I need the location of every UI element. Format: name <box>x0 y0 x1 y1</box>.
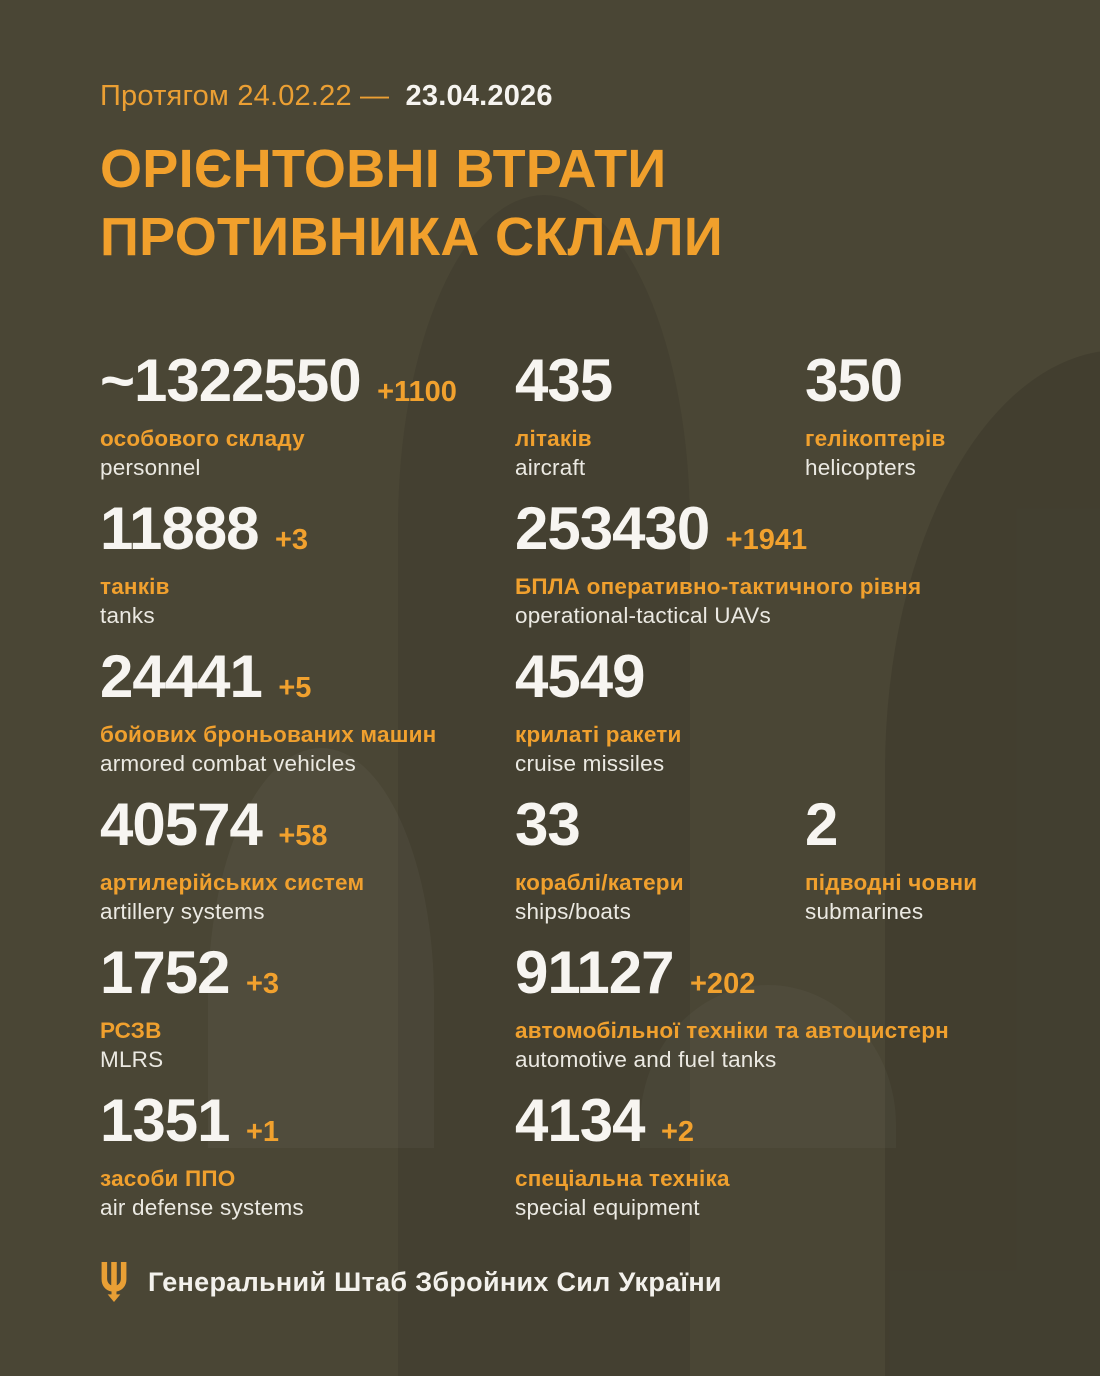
stat-value: ~1322550 <box>100 347 362 414</box>
stat-value: 4134 <box>515 1087 645 1154</box>
footer-title: Генеральний Штаб Збройних Сил України <box>148 1266 722 1297</box>
stat-value: 1351 <box>100 1087 230 1154</box>
stat-label-en: helicopters <box>805 455 917 480</box>
stat-personnel: ~1322550 +1100 особового складу personne… <box>100 351 515 483</box>
stat-label-ua: особового складу <box>100 426 305 451</box>
stat-value: 435 <box>515 347 613 414</box>
stat-uavs: 253430 +1941 БПЛА оперативно-тактичного … <box>515 499 1070 631</box>
stat-delta: +2 <box>660 1116 695 1148</box>
stat-label-ua: БПЛА оперативно-тактичного рівня <box>515 574 922 599</box>
stat-mlrs: 1752 +3 РСЗВ MLRS <box>100 943 515 1075</box>
stat-special-equipment: 4134 +2 спеціальна техніка special equip… <box>515 1091 1070 1223</box>
stat-delta: +3 <box>245 968 280 1000</box>
trident-icon <box>100 1262 128 1302</box>
stat-cruise-missiles: 4549 крилаті ракети cruise missiles <box>515 647 1070 779</box>
period-prefix-label: Протягом 24.02.22 — <box>100 80 390 112</box>
stat-label-ua: літаків <box>515 426 592 451</box>
stat-label-ua: автомобільної техніки та автоцистерн <box>515 1018 949 1043</box>
stat-tanks: 11888 +3 танків tanks <box>100 499 515 631</box>
stat-value: 33 <box>515 791 581 858</box>
stat-value: 253430 <box>515 495 710 562</box>
stat-label-en: operational-tactical UAVs <box>515 603 771 628</box>
page-title: ОРІЄНТОВНІ ВТРАТИ ПРОТИВНИКА СКЛАЛИ <box>100 135 1060 271</box>
stat-ships-boats: 33 кораблі/катери ships/boats <box>515 795 805 927</box>
stat-value: 40574 <box>100 791 263 858</box>
stat-delta: +202 <box>690 968 756 1000</box>
stat-label-en: cruise missiles <box>515 751 665 776</box>
stat-armored-vehicles: 24441 +5 бойових броньованих машин armor… <box>100 647 515 779</box>
stat-value: 24441 <box>100 643 263 710</box>
stat-value: 11888 <box>100 495 260 562</box>
stat-label-ua: крилаті ракети <box>515 722 682 747</box>
stat-value: 350 <box>805 347 903 414</box>
stat-value: 91127 <box>515 939 675 1006</box>
stat-label-en: air defense systems <box>100 1195 304 1220</box>
stat-automotive-fuel-tanks: 91127 +202 автомобільної техніки та авто… <box>515 943 1070 1075</box>
stat-delta: +1100 <box>377 376 457 408</box>
stat-label-en: special equipment <box>515 1195 700 1220</box>
stat-value: 1752 <box>100 939 230 1006</box>
stats-grid: ~1322550 +1100 особового складу personne… <box>0 351 1100 1239</box>
stat-label-ua: кораблі/катери <box>515 870 684 895</box>
stat-label-en: personnel <box>100 455 201 480</box>
stat-delta: +58 <box>278 820 328 852</box>
stat-value: 2 <box>805 791 838 858</box>
stat-label-en: automotive and fuel tanks <box>515 1047 777 1072</box>
footer: Генеральний Штаб Збройних Сил України <box>100 1262 722 1302</box>
stat-helicopters: 350 гелікоптерів helicopters <box>805 351 1070 483</box>
stat-label-ua: танків <box>100 574 170 599</box>
stat-label-en: armored combat vehicles <box>100 751 356 776</box>
stat-label-ua: засоби ППО <box>100 1166 236 1191</box>
stat-air-defense: 1351 +1 засоби ППО air defense systems <box>100 1091 515 1223</box>
stat-label-en: submarines <box>805 899 924 924</box>
stat-aircraft: 435 літаків aircraft <box>515 351 805 483</box>
stat-label-ua: гелікоптерів <box>805 426 946 451</box>
stat-delta: +1941 <box>725 524 808 556</box>
header: Протягом 24.02.22 — 23.04.2026 ОРІЄНТОВН… <box>0 0 1100 271</box>
title-line-1: ОРІЄНТОВНІ ВТРАТИ <box>100 139 667 199</box>
stat-delta: +1 <box>245 1116 280 1148</box>
stat-label-ua: РСЗВ <box>100 1018 162 1043</box>
title-line-2: ПРОТИВНИКА СКЛАЛИ <box>100 207 723 267</box>
stat-label-en: MLRS <box>100 1047 164 1072</box>
stat-value: 4549 <box>515 643 645 710</box>
stat-label-ua: підводні човни <box>805 870 978 895</box>
stat-label-en: tanks <box>100 603 155 628</box>
stat-label-en: aircraft <box>515 455 586 480</box>
report-date: 23.04.2026 <box>405 80 553 112</box>
stat-label-en: ships/boats <box>515 899 632 924</box>
stat-delta: +5 <box>278 672 312 704</box>
stat-delta: +3 <box>275 524 309 556</box>
stat-artillery-systems: 40574 +58 артилерійських систем artiller… <box>100 795 515 927</box>
report-period: Протягом 24.02.22 — 23.04.2026 <box>100 80 1060 113</box>
stat-label-ua: спеціальна техніка <box>515 1166 730 1191</box>
stat-submarines: 2 підводні човни submarines <box>805 795 1070 927</box>
stat-label-ua: бойових броньованих машин <box>100 722 437 747</box>
stat-label-ua: артилерійських систем <box>100 870 365 895</box>
stat-label-en: artillery systems <box>100 899 265 924</box>
